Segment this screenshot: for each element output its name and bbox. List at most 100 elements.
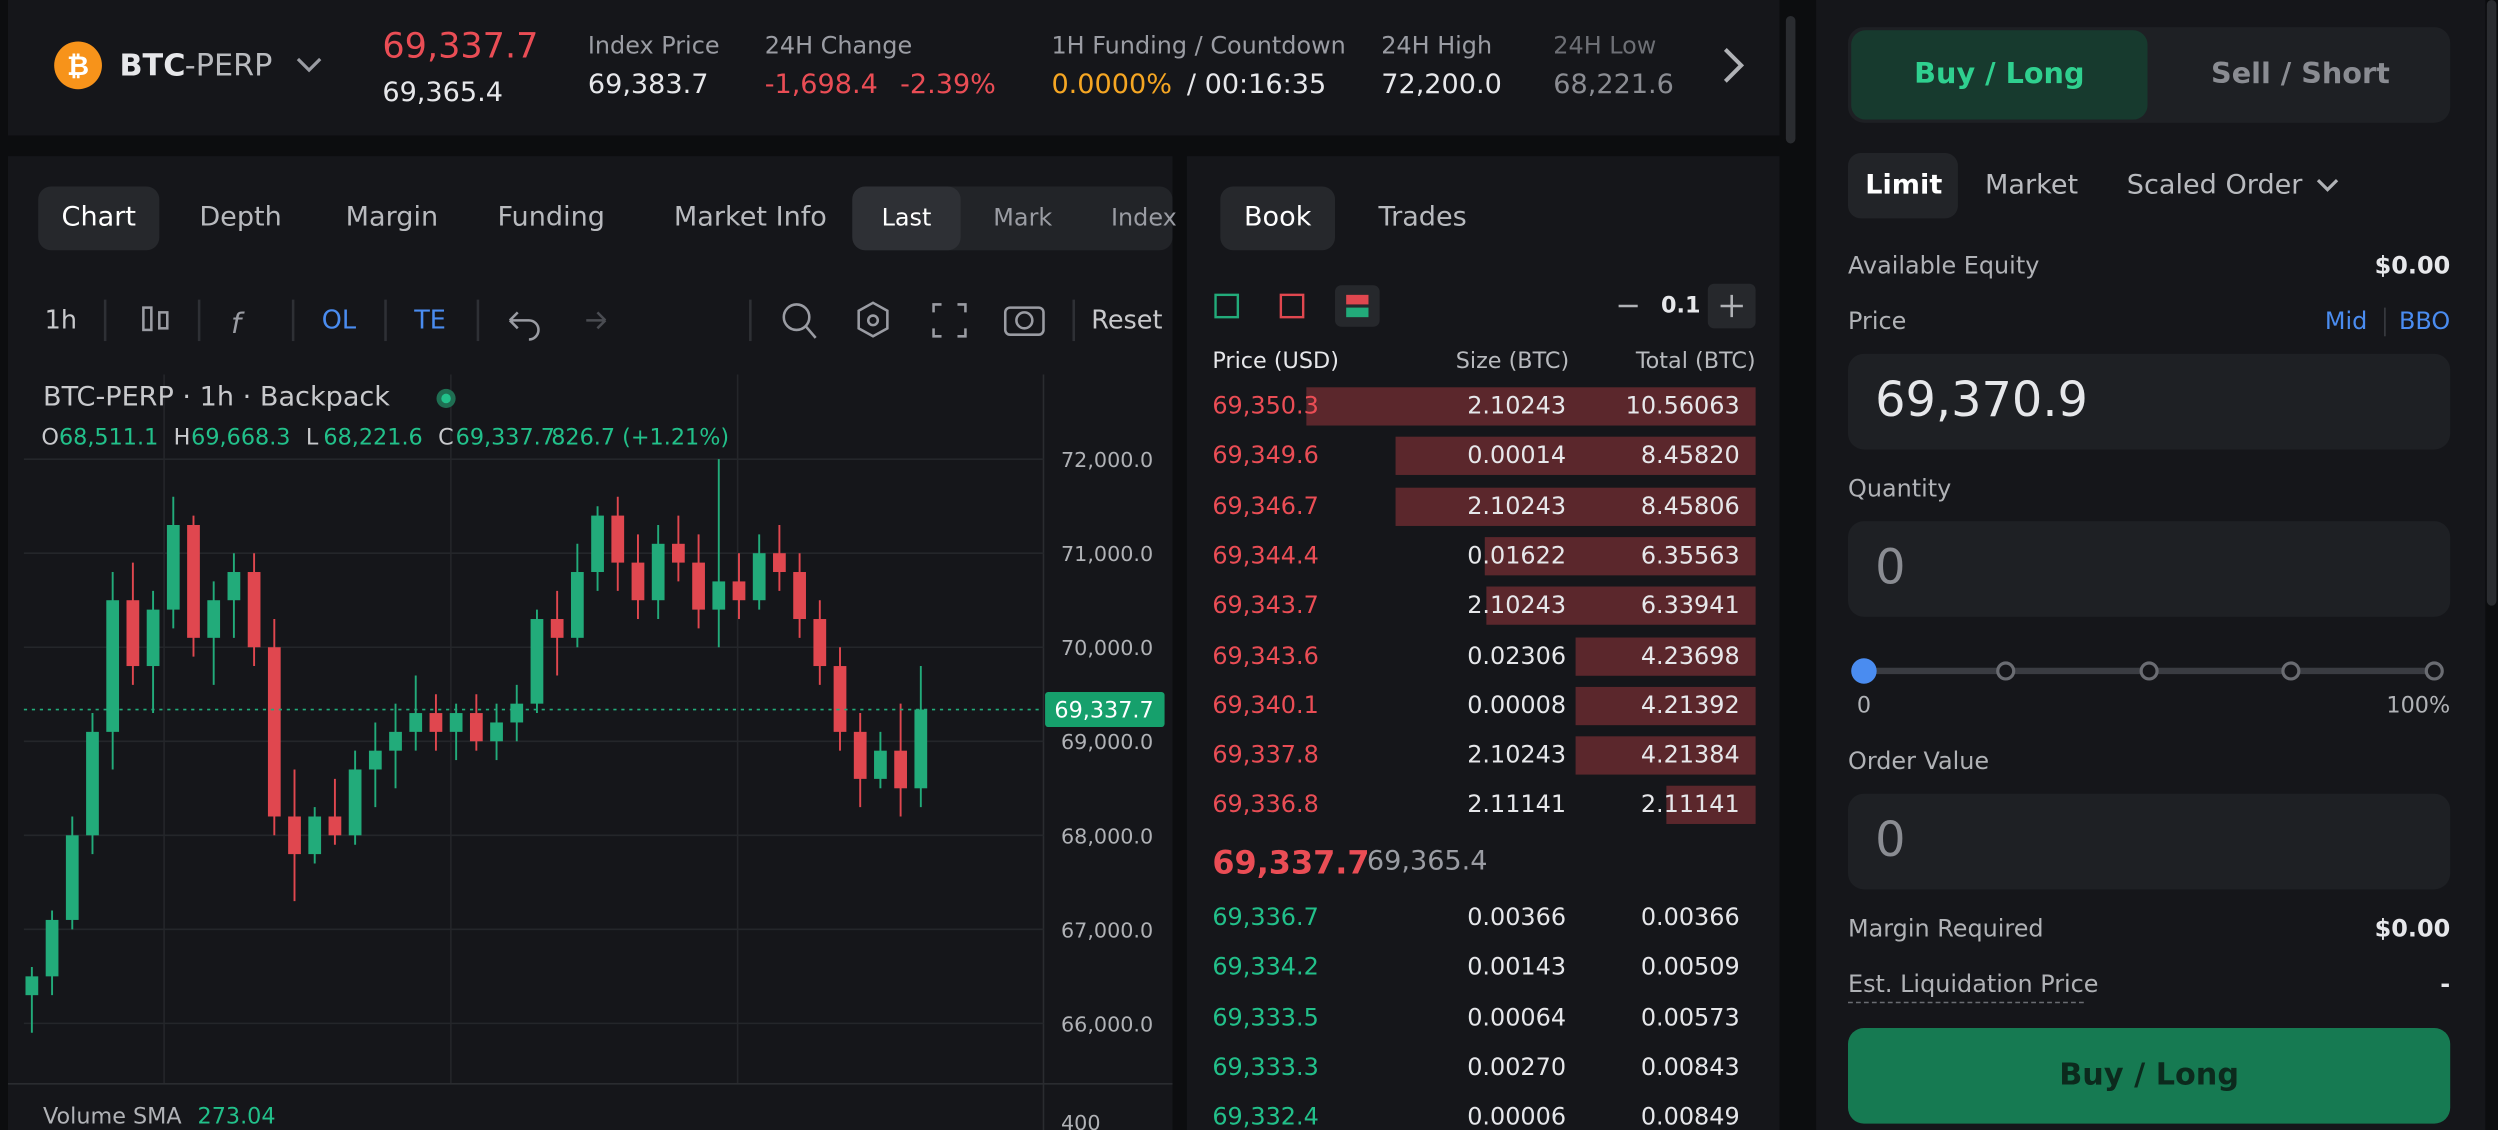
depth-bar bbox=[1395, 487, 1756, 526]
book-tab[interactable]: Trades bbox=[1378, 201, 1467, 234]
ask-total: 4.23698 bbox=[1640, 640, 1740, 670]
chart-tab[interactable]: Funding bbox=[497, 201, 605, 234]
bid-size: 0.00006 bbox=[1467, 1102, 1567, 1130]
tab-active[interactable] bbox=[1220, 186, 1336, 251]
bid-total: 0.00843 bbox=[1640, 1052, 1740, 1082]
toolbar-toggle[interactable]: TE bbox=[414, 304, 446, 335]
order-type[interactable]: Market bbox=[1985, 169, 2079, 202]
candle-body bbox=[469, 713, 483, 742]
stat-value: 68,221.6 bbox=[1553, 69, 1674, 102]
ohlc-value: 69,668.3 bbox=[191, 425, 291, 452]
price-shortcut[interactable]: BBO bbox=[2399, 306, 2451, 336]
column-header: Price (USD) bbox=[1212, 349, 1339, 375]
book-last-price: 69,337.7 bbox=[1212, 843, 1370, 882]
reset-button[interactable]: Reset bbox=[1091, 304, 1163, 335]
quantity-input[interactable] bbox=[1848, 521, 2451, 617]
bid-total: 0.00509 bbox=[1640, 952, 1740, 982]
depth-bar bbox=[1576, 736, 1756, 775]
candle-body bbox=[490, 722, 503, 742]
type-active[interactable] bbox=[1848, 153, 1958, 219]
candle-body bbox=[409, 713, 423, 732]
field-label: Order Value bbox=[1848, 746, 1990, 776]
book-tab[interactable]: Book bbox=[1243, 201, 1312, 234]
volume-tick: 400 bbox=[1061, 1111, 1101, 1130]
bid-price: 69,333.5 bbox=[1212, 1002, 1319, 1032]
candle-body bbox=[65, 835, 79, 920]
tab-active[interactable] bbox=[852, 186, 961, 251]
ask-price: 69,349.6 bbox=[1212, 441, 1319, 470]
candle-body bbox=[187, 524, 200, 638]
symbol-suffix: -PERP bbox=[184, 48, 273, 84]
last-price: 69,337.7 bbox=[382, 27, 539, 67]
candle-body bbox=[874, 750, 887, 779]
candle-body bbox=[712, 581, 726, 610]
dropdown-chevron[interactable] bbox=[296, 57, 322, 73]
candle-body bbox=[86, 731, 99, 836]
field-label: Price bbox=[1848, 306, 1907, 336]
chart-tab[interactable]: Chart bbox=[61, 201, 136, 234]
tab-active[interactable] bbox=[38, 186, 160, 251]
ask-price: 69,350.3 bbox=[1212, 391, 1319, 420]
last-price-tag-label: 69,337.7 bbox=[1054, 697, 1153, 723]
ask-price: 69,340.1 bbox=[1212, 690, 1319, 720]
order-type[interactable]: Limit bbox=[1865, 169, 1943, 202]
scrollbar bbox=[1785, 15, 1796, 144]
price-source-tab[interactable]: Index bbox=[1110, 203, 1177, 232]
bid-price: 69,334.2 bbox=[1212, 952, 1319, 982]
book-panel bbox=[1186, 156, 1780, 1130]
bid-price: 69,332.4 bbox=[1212, 1102, 1319, 1130]
y-tick-label: 71,000.0 bbox=[1061, 542, 1153, 566]
depth-bar bbox=[1485, 586, 1756, 626]
y-tick-label: 68,000.0 bbox=[1061, 824, 1153, 848]
chart-tab[interactable]: Margin bbox=[345, 201, 439, 234]
value-input[interactable] bbox=[1848, 793, 2451, 890]
chart-tab[interactable]: Market Info bbox=[673, 201, 827, 234]
ohlc-value: 69,337.7 bbox=[455, 425, 555, 452]
price-source-tab[interactable]: Mark bbox=[993, 203, 1053, 232]
bid-price: 69,336.7 bbox=[1212, 902, 1319, 932]
candle-body bbox=[732, 581, 746, 601]
side-active[interactable] bbox=[1851, 30, 2148, 120]
ask-size: 2.10243 bbox=[1467, 391, 1567, 420]
price-shortcut[interactable]: Mid bbox=[2324, 306, 2368, 336]
field-value: - bbox=[2440, 969, 2451, 999]
ask-size: 2.10243 bbox=[1467, 740, 1567, 770]
slider-label: 0 bbox=[1856, 693, 1872, 719]
book-view-icons[interactable] bbox=[1214, 283, 1756, 329]
price-source-tab[interactable]: Last bbox=[881, 203, 932, 232]
column-header: Size (BTC) bbox=[1455, 349, 1570, 375]
ask-size: 0.00008 bbox=[1467, 690, 1567, 720]
field-label: Available Equity bbox=[1848, 251, 2040, 280]
side-buy[interactable]: Buy / Long bbox=[1914, 57, 2085, 91]
bid-size: 0.00270 bbox=[1467, 1052, 1567, 1082]
toolbar-toggle[interactable]: OL bbox=[321, 304, 357, 335]
candle-body bbox=[692, 562, 705, 610]
side-sell[interactable]: Sell / Short bbox=[2211, 57, 2390, 91]
stat-label: Index Price bbox=[587, 31, 720, 60]
candle-body bbox=[631, 562, 645, 601]
price-chart: 66,000.0 67,000.0 68,000.0 69,000.0 70,000.0… bbox=[7, 374, 1173, 1130]
submit-label[interactable]: Buy / Long bbox=[2059, 1057, 2240, 1093]
candle-body bbox=[207, 600, 221, 638]
ask-total: 8.45806 bbox=[1640, 491, 1740, 520]
price-input[interactable] bbox=[1848, 353, 2451, 450]
toolbar-icons[interactable]: f bbox=[103, 299, 1076, 342]
candle-body bbox=[570, 572, 584, 638]
chart-tab[interactable]: Depth bbox=[199, 201, 282, 234]
next-arrow[interactable] bbox=[1723, 47, 1745, 83]
candle-body bbox=[348, 769, 362, 836]
order-type[interactable]: Scaled Order bbox=[2126, 169, 2303, 202]
depth-bar bbox=[1485, 536, 1756, 576]
symbol-base: BTC bbox=[119, 48, 186, 84]
candle-body bbox=[894, 750, 907, 789]
interval[interactable]: 1h bbox=[44, 304, 77, 335]
stat-value: -1,698.4 bbox=[764, 69, 878, 102]
submit-button[interactable] bbox=[1848, 1027, 2451, 1124]
candle-body bbox=[227, 572, 241, 601]
funding-rate: 0.0000% bbox=[1051, 69, 1172, 102]
depth-bar bbox=[1306, 387, 1756, 426]
volume-value: 273.04 bbox=[198, 1104, 276, 1130]
header-panel bbox=[7, 0, 1780, 136]
candle-body bbox=[25, 976, 39, 996]
ohlc-change: 826.7 (+1.21%) bbox=[551, 425, 730, 452]
